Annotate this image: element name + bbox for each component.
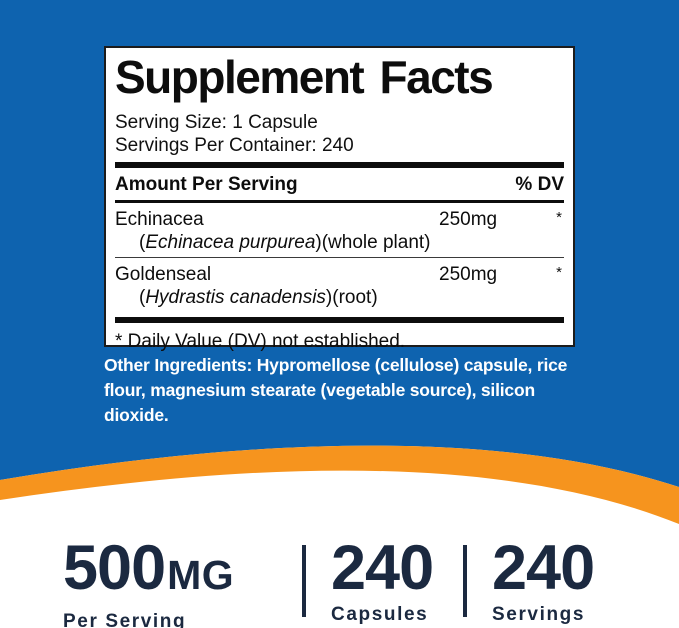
stat-label: Capsules: [331, 604, 429, 625]
serving-size: Serving Size: 1 Capsule: [115, 112, 318, 133]
stat-divider: [302, 545, 306, 617]
divider-medium: [115, 200, 564, 203]
orange-wave-stripe: [0, 445, 679, 524]
stat-number: 240: [492, 533, 595, 603]
ingredient-botanical-detail: (Echinacea purpurea)(whole plant): [139, 232, 431, 253]
stat-label: Servings: [492, 604, 586, 625]
divider-thick-top: [115, 162, 564, 168]
stat-per-serving: 500 MG Per Serving: [63, 537, 234, 628]
stat-label: Per Serving: [63, 611, 187, 628]
ingredient-name: Goldenseal: [115, 264, 212, 285]
stat-servings: 240 Servings: [492, 537, 596, 626]
divider-thick-bottom: [115, 317, 564, 323]
ingredient-amount: 250mg: [439, 264, 498, 285]
stat-value-500mg: 500 MG: [63, 537, 234, 606]
ingredient-row-goldenseal: Goldenseal 250mg * (Hydrastis canadensis…: [115, 258, 564, 312]
servings-per-container: Servings Per Container: 240: [115, 135, 354, 156]
stat-number: 500: [63, 533, 166, 603]
stat-unit: MG: [167, 552, 235, 598]
ingredient-dv-asterisk: *: [556, 264, 562, 281]
dv-footnote: * Daily Value (DV) not established.: [115, 331, 406, 352]
stat-capsules: 240 Capsules: [331, 537, 435, 626]
stat-number: 240: [331, 533, 434, 603]
supplement-facts-panel: Supplement Facts Serving Size: 1 Capsule…: [104, 46, 575, 352]
ingredient-row-echinacea: Echinacea 250mg * (Echinacea purpurea)(w…: [115, 203, 564, 258]
stats-bar: 500 MG Per Serving 240 Capsules 240 Servi…: [0, 537, 679, 628]
amount-per-serving-header: Amount Per Serving: [115, 174, 298, 195]
ingredient-botanical-detail: (Hydrastis canadensis)(root): [139, 287, 378, 308]
ingredient-name: Echinacea: [115, 209, 204, 230]
stat-value-servings: 240: [492, 533, 596, 603]
serving-info: Serving Size: 1 Capsule Servings Per Con…: [115, 111, 564, 157]
ingredient-amount: 250mg: [439, 209, 498, 230]
botanical-name-italic: Hydrastis canadensis: [145, 287, 326, 308]
stat-divider: [463, 545, 467, 617]
stat-value-capsules: 240: [331, 533, 435, 603]
percent-dv-header: % DV: [515, 174, 564, 195]
panel-title: Supplement Facts: [115, 51, 494, 103]
botanical-name-italic: Echinacea purpurea: [145, 232, 316, 253]
ingredient-dv-asterisk: *: [556, 209, 562, 226]
table-header-row: Amount Per Serving % DV: [115, 168, 564, 200]
other-ingredients-text: Other Ingredients: Hypromellose (cellulo…: [104, 355, 568, 425]
